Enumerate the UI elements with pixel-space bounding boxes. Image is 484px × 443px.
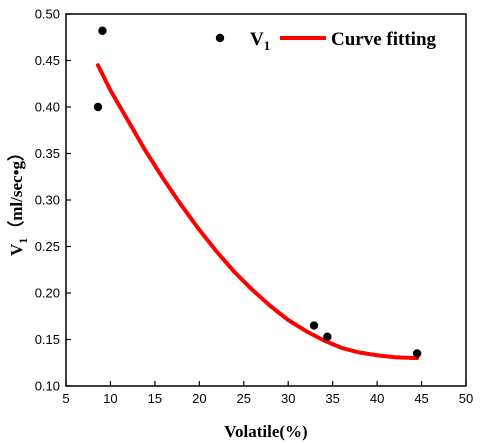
data-point <box>98 26 107 35</box>
y-tick-label: 0.50 <box>35 7 60 22</box>
chart-marks <box>93 26 422 361</box>
y-tick-label: 0.25 <box>35 239 60 254</box>
y-tick-label: 0.30 <box>35 193 60 208</box>
y-tick-label: 0.40 <box>35 100 60 115</box>
x-tick-label: 10 <box>103 391 117 406</box>
legend-label-curve-fitting: Curve fitting <box>331 29 437 50</box>
y-tick-label: 0.20 <box>35 286 60 301</box>
y-tick-label: 0.15 <box>35 332 60 347</box>
y-axis-title-symbol: V <box>7 243 26 256</box>
x-tick-label: 40 <box>370 391 384 406</box>
y-axis-title: V1（ml/sec•g） <box>6 144 30 256</box>
data-point <box>323 332 332 341</box>
x-tick-label: 30 <box>281 391 295 406</box>
x-axis-title: Volatile(%) <box>224 422 307 441</box>
x-tick-label: 20 <box>192 391 206 406</box>
legend-marker-v1 <box>215 33 225 43</box>
plot-frame <box>65 13 467 387</box>
y-tick-label: 0.35 <box>35 146 60 161</box>
curve-fitting-line <box>96 63 420 361</box>
x-tick-label: 45 <box>414 391 428 406</box>
data-point <box>93 102 103 112</box>
x-tick-label: 50 <box>459 391 473 406</box>
x-tick-label: 25 <box>237 391 251 406</box>
y-tick-label: 0.45 <box>35 53 60 68</box>
data-point <box>309 321 319 330</box>
y-axis-title-unit: （ml/sec•g） <box>6 144 26 238</box>
y-axis-title-subscript: 1 <box>16 238 30 244</box>
x-tick-label: 5 <box>62 391 69 406</box>
x-tick-label: 35 <box>325 391 339 406</box>
x-axis: 5 10 15 20 25 30 35 40 45 50 <box>62 381 473 406</box>
x-tick-label: 15 <box>148 391 162 406</box>
data-point <box>412 349 422 358</box>
y-axis-title-group: V1（ml/sec•g） <box>6 144 30 256</box>
legend-label-v1: V1 <box>250 29 270 53</box>
legend-label-v1-symbol: V <box>250 29 264 50</box>
legend: V1 Curve fitting <box>215 29 437 53</box>
y-axis: 0.10 0.15 0.20 0.25 0.30 0.35 0.40 0.45 0.50 <box>35 7 71 394</box>
legend-label-v1-subscript: 1 <box>264 38 271 53</box>
y-tick-label: 0.10 <box>35 379 60 394</box>
